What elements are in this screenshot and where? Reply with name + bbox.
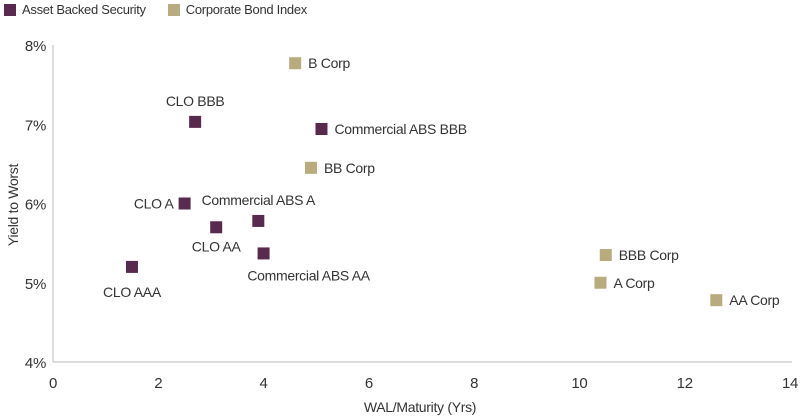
x-tick-label: 8 xyxy=(470,375,478,392)
legend-label: Asset Backed Security xyxy=(22,2,146,17)
y-axis-title: Yield to Worst xyxy=(5,164,21,247)
data-label: BBB Corp xyxy=(619,247,679,263)
data-label: CLO BBB xyxy=(166,93,225,109)
data-label: Commercial ABS AA xyxy=(247,267,370,283)
data-label: B Corp xyxy=(308,55,350,71)
data-point-b-corp[interactable] xyxy=(289,57,302,70)
data-label: AA Corp xyxy=(729,292,780,308)
data-label: CLO A xyxy=(134,196,175,212)
data-label: CLO AA xyxy=(192,238,242,254)
x-tick-label: 12 xyxy=(677,375,693,392)
x-tick-label: 6 xyxy=(365,375,373,392)
data-point-bb-corp[interactable] xyxy=(304,161,317,174)
data-label: Commercial ABS A xyxy=(202,192,316,208)
legend-label: Corporate Bond Index xyxy=(185,2,308,17)
legend-swatch-asset-backed xyxy=(4,3,16,16)
data-label: BB Corp xyxy=(324,160,375,176)
x-tick-label: 4 xyxy=(260,375,268,392)
data-point-commercial-abs-aa[interactable] xyxy=(257,247,270,260)
legend: Asset Backed Security Corporate Bond Ind… xyxy=(4,2,307,17)
data-point-clo-bbb[interactable] xyxy=(189,115,202,128)
data-label: A Corp xyxy=(613,275,655,291)
data-point-bbb-corp[interactable] xyxy=(599,249,612,262)
data-point-commercial-abs-a[interactable] xyxy=(252,214,265,227)
data-label: Commercial ABS BBB xyxy=(334,121,466,137)
data-point-clo-aa[interactable] xyxy=(210,221,223,234)
x-axis-title: WAL/Maturity (Yrs) xyxy=(364,399,476,415)
y-tick-label: 5% xyxy=(25,276,46,293)
data-point-a-corp[interactable] xyxy=(594,276,607,289)
x-tick-label: 10 xyxy=(571,375,587,392)
data-point-aa-corp[interactable] xyxy=(710,294,723,307)
legend-item-corporate-bond-index[interactable]: Corporate Bond Index xyxy=(167,2,308,17)
x-tick-label: 0 xyxy=(49,375,57,392)
y-tick-label: 7% xyxy=(25,117,46,134)
y-tick-label: 6% xyxy=(25,197,46,214)
legend-item-asset-backed-security[interactable]: Asset Backed Security xyxy=(4,2,146,17)
y-tick-label: 4% xyxy=(25,355,46,372)
data-point-commercial-abs-bbb[interactable] xyxy=(315,123,328,136)
y-tick-label: 8% xyxy=(25,38,46,55)
data-label: CLO AAA xyxy=(103,284,162,300)
data-point-clo-a[interactable] xyxy=(178,197,191,210)
x-tick-label: 14 xyxy=(782,375,798,392)
data-point-clo-aaa[interactable] xyxy=(125,260,138,273)
x-tick-label: 2 xyxy=(154,375,162,392)
legend-swatch-corporate-bond xyxy=(167,3,180,16)
